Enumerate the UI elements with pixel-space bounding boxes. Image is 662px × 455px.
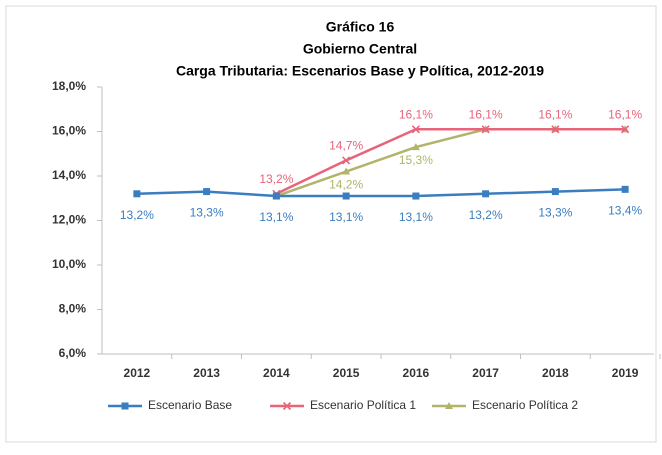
legend-label: Escenario Política 2: [472, 398, 578, 412]
value-label: 13,1%: [259, 210, 293, 224]
data-point: [412, 192, 420, 200]
x-tick-label: 2012: [124, 366, 151, 380]
chart-title: Carga Tributaria: Escenarios Base y Polí…: [176, 63, 544, 79]
series-line: [136, 188, 626, 198]
data-point: [342, 156, 351, 165]
chart-frame: [5, 5, 657, 443]
y-tick-label: 16,0%: [52, 124, 86, 138]
data-point: [411, 143, 420, 151]
legend-marker: [445, 402, 453, 409]
y-tick-label: 14,0%: [52, 168, 86, 182]
value-label: 13,3%: [538, 206, 572, 220]
value-label: 13,2%: [469, 208, 503, 222]
chart-title: Gráfico 16: [326, 19, 395, 35]
value-label: 13,1%: [399, 210, 433, 224]
value-label: 14,2%: [329, 178, 363, 192]
legend-marker: [121, 402, 129, 410]
data-point: [411, 125, 420, 134]
data-point: [342, 167, 351, 175]
x-tick-label: 2013: [193, 366, 220, 380]
data-point: [342, 192, 350, 200]
value-label: 15,3%: [399, 153, 433, 167]
data-point: [621, 125, 630, 134]
data-point: [551, 188, 559, 196]
x-tick-label: 2019: [612, 366, 639, 380]
y-tick-label: 8,0%: [59, 302, 87, 316]
value-label: 13,4%: [608, 204, 642, 218]
value-label: 13,2%: [120, 208, 154, 222]
x-tick-label: 2017: [472, 366, 499, 380]
chart-title: Gobierno Central: [303, 41, 417, 57]
y-tick-label: 10,0%: [52, 257, 86, 271]
data-point: [481, 125, 490, 134]
y-tick-label: 6,0%: [59, 346, 87, 360]
x-tick-label: 2014: [263, 366, 290, 380]
data-point: [551, 125, 560, 134]
data-point: [621, 185, 629, 193]
value-label: 14,7%: [329, 139, 363, 153]
y-tick-label: 12,0%: [52, 213, 86, 227]
x-tick-label: 2015: [333, 366, 360, 380]
value-label: 16,1%: [538, 107, 572, 121]
data-point: [482, 190, 490, 198]
value-label: 13,3%: [190, 206, 224, 220]
data-point: [133, 190, 141, 198]
value-label: 16,1%: [399, 107, 433, 121]
legend-label: Escenario Política 1: [310, 398, 416, 412]
value-label: 13,2%: [259, 172, 293, 186]
value-label: 16,1%: [469, 107, 503, 121]
legend-label: Escenario Base: [148, 398, 232, 412]
series-line: [275, 128, 626, 195]
value-label: 16,1%: [608, 107, 642, 121]
x-tick-label: 2016: [403, 366, 430, 380]
data-point: [203, 188, 211, 196]
y-tick-label: 18,0%: [52, 79, 86, 93]
x-tick-label: 2018: [542, 366, 569, 380]
value-label: 13,1%: [329, 210, 363, 224]
data-point: [272, 192, 280, 200]
legend-marker: [282, 401, 292, 411]
